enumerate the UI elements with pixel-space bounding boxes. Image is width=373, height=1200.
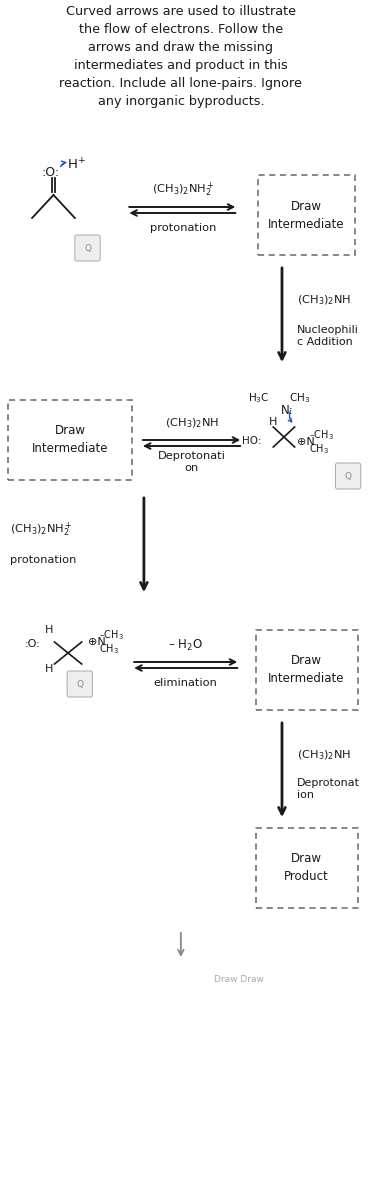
FancyBboxPatch shape	[75, 235, 100, 260]
Text: –CH$_3$: –CH$_3$	[99, 628, 124, 642]
Text: Draw
Intermediate: Draw Intermediate	[268, 199, 345, 230]
Text: –CH$_3$: –CH$_3$	[309, 428, 334, 442]
Text: H: H	[269, 416, 278, 427]
Text: elimination: elimination	[154, 678, 218, 688]
Text: HO:: HO:	[242, 436, 261, 446]
Text: Curved arrows are used to illustrate
the flow of electrons. Follow the
arrows an: Curved arrows are used to illustrate the…	[59, 5, 302, 108]
FancyBboxPatch shape	[67, 671, 93, 697]
Text: protonation: protonation	[150, 223, 216, 233]
Text: (CH$_3$)$_2$NH: (CH$_3$)$_2$NH	[297, 749, 351, 762]
Text: CH$_3$: CH$_3$	[309, 442, 329, 456]
Text: H: H	[44, 664, 53, 674]
Text: (CH$_3$)$_2$NH: (CH$_3$)$_2$NH	[164, 416, 219, 430]
Text: (CH$_3$)$_2$NH: (CH$_3$)$_2$NH	[297, 293, 351, 307]
FancyBboxPatch shape	[8, 400, 132, 480]
Text: Deprotonati
on: Deprotonati on	[158, 451, 226, 473]
Text: CH$_3$: CH$_3$	[289, 391, 310, 404]
Text: H: H	[44, 625, 53, 635]
Text: ⊕N: ⊕N	[297, 437, 314, 446]
Text: H$^{+}$: H$^{+}$	[68, 157, 86, 173]
FancyArrowPatch shape	[288, 410, 292, 422]
Text: Nucleophili
c Addition: Nucleophili c Addition	[297, 325, 358, 348]
Text: N:: N:	[280, 403, 293, 416]
Text: Draw
Product: Draw Product	[284, 852, 329, 883]
Text: Deprotonat
ion: Deprotonat ion	[297, 778, 360, 800]
Text: Q: Q	[345, 472, 352, 480]
FancyBboxPatch shape	[335, 463, 361, 490]
Text: :O:: :O:	[41, 166, 60, 179]
Text: Draw
Intermediate: Draw Intermediate	[268, 654, 345, 685]
Text: CH$_3$: CH$_3$	[99, 642, 119, 656]
Text: ⊕N: ⊕N	[88, 637, 105, 647]
Text: (CH$_3$)$_2$NH$_2^+$: (CH$_3$)$_2$NH$_2^+$	[151, 181, 214, 199]
FancyBboxPatch shape	[256, 630, 358, 710]
FancyArrowPatch shape	[60, 161, 66, 167]
Text: (CH$_3$)$_2$NH$_2^+$: (CH$_3$)$_2$NH$_2^+$	[10, 521, 72, 539]
Text: Draw Draw: Draw Draw	[214, 976, 264, 984]
FancyBboxPatch shape	[256, 828, 358, 908]
Text: protonation: protonation	[10, 554, 76, 565]
Text: – H$_2$O: – H$_2$O	[168, 637, 203, 653]
Text: H$_3$C: H$_3$C	[248, 391, 269, 404]
Text: :O:: :O:	[25, 638, 41, 649]
Text: Draw
Intermediate: Draw Intermediate	[32, 425, 108, 456]
Text: Q: Q	[84, 244, 91, 252]
Text: Q: Q	[76, 679, 83, 689]
FancyBboxPatch shape	[258, 175, 355, 254]
